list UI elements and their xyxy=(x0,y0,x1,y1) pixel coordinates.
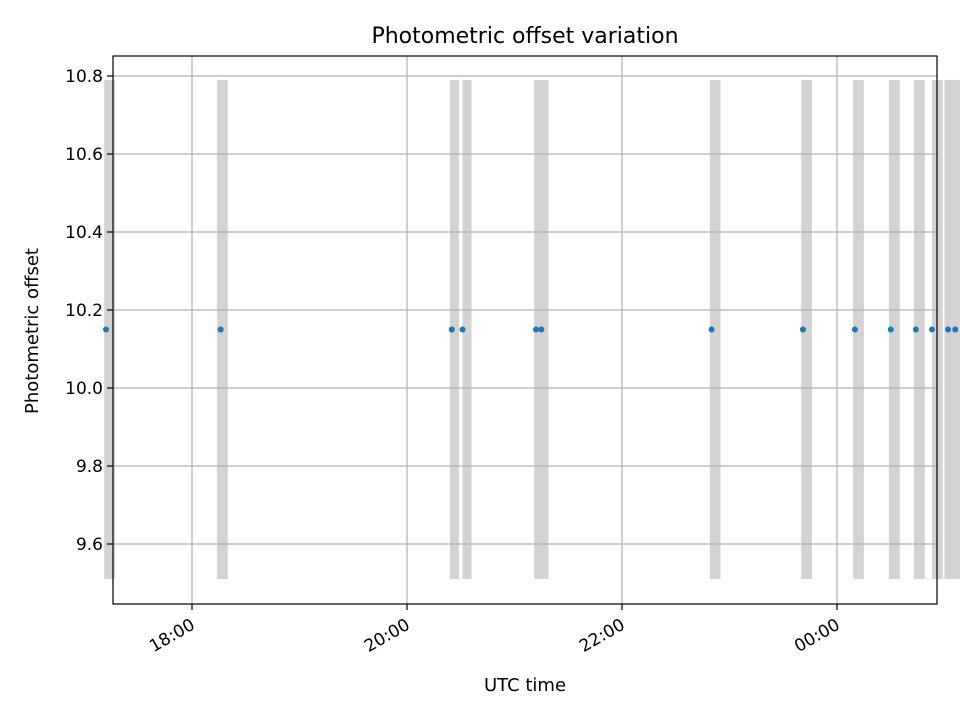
y-tick-label: 10.6 xyxy=(65,145,103,165)
y-tick-label: 10.4 xyxy=(65,223,103,243)
data-point xyxy=(887,326,894,333)
shaded-interval xyxy=(801,79,812,580)
data-point xyxy=(459,326,466,333)
data-point xyxy=(533,326,539,333)
shaded-interval xyxy=(914,79,925,580)
data-point xyxy=(851,326,858,333)
data-point xyxy=(945,326,952,333)
y-tick-label: 9.8 xyxy=(76,457,103,477)
chart-title: Photometric offset variation xyxy=(371,24,678,49)
data-point xyxy=(538,326,545,333)
data-point xyxy=(217,326,224,333)
plot-area-frame xyxy=(112,55,938,605)
y-axis-ticks: 9.6 9.8 10.0 10.2 10.4 10.6 10.8 xyxy=(65,67,113,555)
y-tick-label: 10.2 xyxy=(65,301,103,321)
y-tick-label: 9.6 xyxy=(76,535,103,555)
grid-lines xyxy=(113,56,937,604)
data-point xyxy=(928,326,935,333)
y-axis-label: Photometric offset xyxy=(22,248,43,414)
data-point xyxy=(448,326,455,333)
data-point xyxy=(912,326,919,333)
shaded-interval xyxy=(462,79,472,580)
y-tick-label: 10.8 xyxy=(65,67,103,87)
data-point xyxy=(103,326,109,333)
shaded-interval xyxy=(104,79,115,580)
y-tick-label: 10.0 xyxy=(65,379,103,399)
data-point xyxy=(799,326,806,333)
data-point xyxy=(952,326,959,333)
data-points xyxy=(103,326,959,333)
shaded-interval xyxy=(709,79,721,580)
shaded-interval xyxy=(853,79,864,580)
x-axis-label: UTC time xyxy=(484,675,566,696)
data-point xyxy=(708,326,715,333)
shaded-interval xyxy=(888,79,900,580)
